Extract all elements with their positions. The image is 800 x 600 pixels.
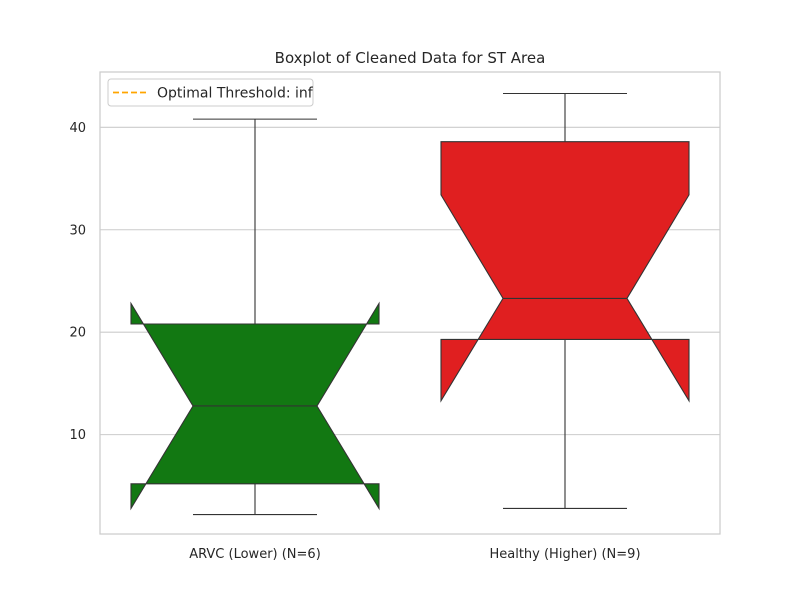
box-0 (130, 118, 380, 516)
y-tick-label-40: 40 (69, 121, 86, 136)
legend: Optimal Threshold: inf (107, 78, 314, 107)
y-tick-label-30: 30 (69, 223, 86, 238)
notched-box (440, 141, 690, 403)
x-tick-label-1: Healthy (Higher) (N=9) (489, 547, 640, 562)
x-tick-label-0: ARVC (Lower) (N=6) (189, 547, 321, 562)
x-axis-ticks: ARVC (Lower) (N=6) Healthy (Higher) (N=9) (189, 547, 640, 562)
y-tick-label-20: 20 (69, 326, 86, 341)
y-tick-label-10: 10 (69, 428, 86, 443)
legend-threshold-label: Optimal Threshold: inf (157, 86, 314, 102)
y-axis-ticks: 10 20 30 40 (69, 121, 86, 443)
legend-frame (107, 78, 314, 107)
box-1 (440, 92, 690, 509)
boxes-layer (130, 92, 690, 516)
plot-frame (99, 71, 721, 535)
chart-title: Boxplot of Cleaned Data for ST Area (275, 49, 546, 67)
